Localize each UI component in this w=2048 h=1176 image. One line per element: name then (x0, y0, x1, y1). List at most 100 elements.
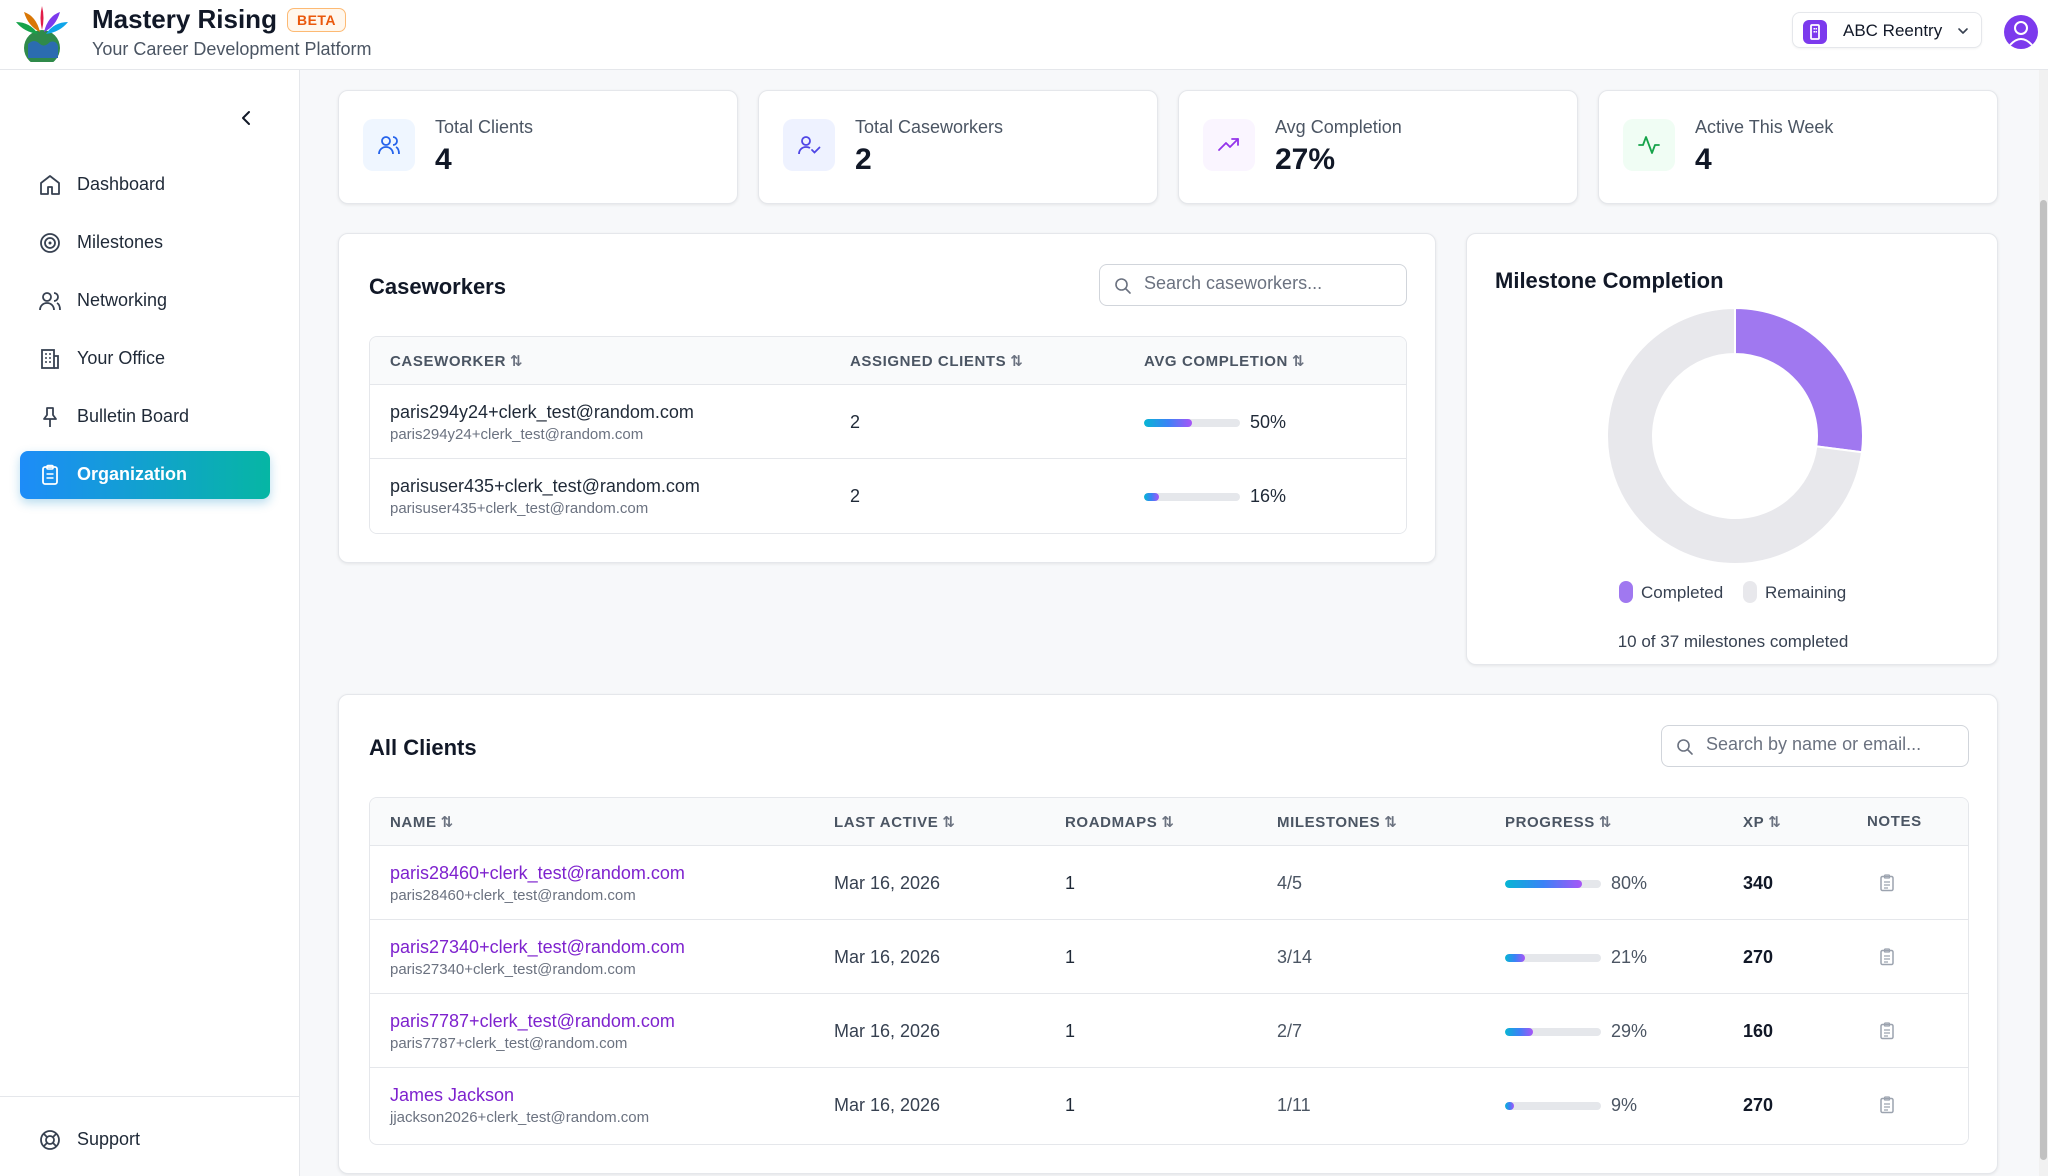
sidebar-item-support[interactable]: Support (20, 1116, 270, 1164)
caseworker-search-input[interactable] (1144, 273, 1384, 294)
sidebar-item-organization[interactable]: Organization (20, 451, 270, 499)
column-header-last-active[interactable]: LAST ACTIVE ⇅ (834, 814, 956, 831)
last-active: Mar 16, 2026 (834, 1095, 941, 1115)
users-icon (39, 292, 61, 311)
notes-icon[interactable] (1877, 1095, 1897, 1115)
assigned-clients: 2 (850, 412, 861, 432)
table-row[interactable]: paris294y24+clerk_test@random.com paris2… (370, 386, 1406, 459)
progress-bar (1505, 1028, 1601, 1036)
notes-icon[interactable] (1877, 947, 1897, 967)
sidebar-item-label: Your Office (77, 348, 166, 368)
completion-bar-fill (1144, 419, 1192, 427)
chevron-down-icon (1958, 28, 1968, 34)
xp-value: 160 (1743, 1021, 1774, 1041)
column-header-milestones[interactable]: MILESTONES ⇅ (1277, 814, 1398, 831)
column-header-caseworker[interactable]: CASEWORKER ⇅ (390, 353, 524, 370)
table-row[interactable]: parisuser435+clerk_test@random.com paris… (370, 460, 1406, 533)
trending-up-icon (1203, 119, 1255, 171)
app-subtitle: Your Career Development Platform (92, 39, 372, 59)
all-clients-title: All Clients (369, 735, 477, 760)
milestones-count: 1/11 (1277, 1095, 1311, 1115)
target-icon (40, 233, 60, 253)
client-email: paris27340+clerk_test@random.com (390, 961, 636, 978)
sidebar-item-milestones[interactable]: Milestones (20, 219, 270, 267)
client-email: paris7787+clerk_test@random.com (390, 1035, 628, 1052)
legend-label-remaining[interactable]: Remaining (1765, 583, 1847, 602)
column-header-roadmaps[interactable]: ROADMAPS ⇅ (1065, 814, 1175, 831)
sidebar-item-dashboard[interactable]: Dashboard (20, 161, 270, 209)
roadmaps-count: 1 (1065, 1095, 1076, 1115)
sidebar-item-label: Bulletin Board (77, 406, 190, 426)
sort-icon: ⇅ (510, 353, 524, 370)
stat-label: Total Caseworkers (855, 117, 1004, 137)
roadmaps-count: 1 (1065, 873, 1076, 893)
table-row[interactable]: paris7787+clerk_test@random.com paris7787… (370, 995, 1968, 1068)
activity-icon (1623, 119, 1675, 171)
sidebar-item-bulletin-board[interactable]: Bulletin Board (20, 393, 270, 441)
collapse-sidebar-icon[interactable] (234, 106, 258, 130)
completion-bar (1144, 419, 1240, 427)
legend-label-completed[interactable]: Completed (1641, 583, 1724, 602)
sort-icon: ⇅ (1768, 814, 1782, 831)
stat-card-total-caseworkers: Total Caseworkers 2 (758, 90, 1158, 204)
building-icon (41, 349, 59, 369)
mastery-rising-logo[interactable] (10, 2, 74, 62)
table-row[interactable]: paris28460+clerk_test@random.com paris284… (370, 847, 1968, 920)
progress-bar (1505, 954, 1601, 962)
progress-percent: 80% (1611, 873, 1648, 893)
milestone-completion-card: Milestone Completion Completed Remaining… (1466, 233, 1998, 665)
pin-icon (43, 407, 57, 427)
client-search[interactable] (1661, 725, 1969, 767)
client-name-link[interactable]: paris27340+clerk_test@random.com (390, 937, 685, 957)
column-header-progress[interactable]: PROGRESS ⇅ (1505, 814, 1612, 831)
progress-bar-fill (1505, 1028, 1533, 1036)
completion-percent: 16% (1250, 486, 1287, 506)
donut-slice-remaining[interactable] (1606, 306, 1864, 565)
progress-bar (1505, 1102, 1601, 1110)
client-name-link[interactable]: paris7787+clerk_test@random.com (390, 1011, 675, 1031)
progress-bar (1505, 880, 1601, 888)
sidebar-item-label: Networking (77, 290, 168, 310)
sort-icon: ⇅ (1161, 814, 1175, 831)
stat-label: Avg Completion (1275, 117, 1402, 137)
completion-bar-fill (1144, 493, 1160, 501)
sidebar-item-your-office[interactable]: Your Office (20, 335, 270, 383)
column-header-xp[interactable]: XP ⇅ (1743, 814, 1782, 831)
column-header-assigned-clients[interactable]: ASSIGNED CLIENTS ⇅ (850, 353, 1024, 370)
caseworker-name: parisuser435+clerk_test@random.com (390, 476, 700, 496)
sidebar-item-label: Organization (77, 464, 188, 484)
sidebar-item-networking[interactable]: Networking (20, 277, 270, 325)
sort-icon: ⇅ (942, 814, 956, 831)
client-name-link[interactable]: James Jackson (390, 1085, 515, 1105)
table-row[interactable]: James Jackson jjackson2026+clerk_test@ran… (370, 1069, 1968, 1142)
donut-slice-completed[interactable] (1734, 306, 1864, 454)
organization-icon (1803, 20, 1827, 44)
users-icon (363, 119, 415, 171)
milestone-donut-chart (1606, 306, 1864, 565)
user-avatar[interactable] (2004, 15, 2038, 49)
last-active: Mar 16, 2026 (834, 1021, 941, 1041)
caseworker-search[interactable] (1099, 264, 1407, 306)
caseworkers-title: Caseworkers (369, 274, 506, 299)
roadmaps-count: 1 (1065, 1021, 1076, 1041)
progress-percent: 29% (1611, 1021, 1648, 1041)
milestone-chart-title: Milestone Completion (1495, 268, 1724, 293)
life-buoy-icon (40, 1130, 60, 1150)
notes-icon[interactable] (1877, 873, 1897, 893)
clipboard-icon (42, 464, 58, 485)
column-header-name[interactable]: NAME ⇅ (390, 814, 454, 831)
stat-card-avg-completion: Avg Completion 27% (1178, 90, 1578, 204)
stat-value: 2 (855, 143, 872, 176)
caseworkers-card: Caseworkers CASEWORKER⇅ ASSIGNED CLIENTS… (338, 233, 1436, 563)
organization-selector[interactable]: ABC Reentry (1792, 12, 1982, 48)
column-header-avg-completion[interactable]: AVG COMPLETION ⇅ (1144, 353, 1306, 370)
scrollbar-thumb[interactable] (2040, 200, 2047, 1160)
legend-swatch-remaining (1743, 581, 1757, 603)
notes-icon[interactable] (1877, 1021, 1897, 1041)
client-search-input[interactable] (1706, 734, 1946, 755)
client-name-link[interactable]: paris28460+clerk_test@random.com (390, 863, 685, 883)
last-active: Mar 16, 2026 (834, 947, 941, 967)
table-row[interactable]: paris27340+clerk_test@random.com paris273… (370, 921, 1968, 994)
progress-bar-fill (1505, 880, 1582, 888)
completion-bar (1144, 493, 1240, 501)
